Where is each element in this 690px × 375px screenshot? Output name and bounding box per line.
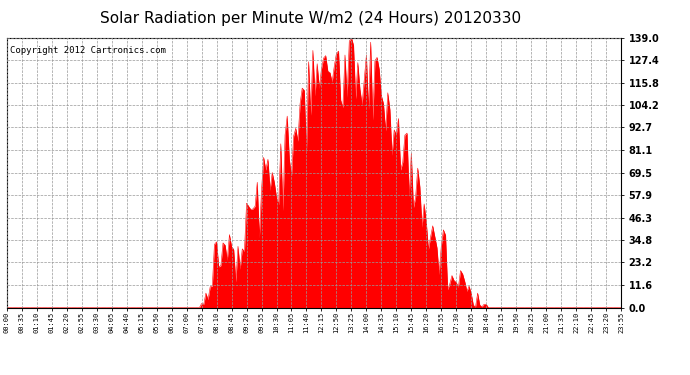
- Text: Solar Radiation per Minute W/m2 (24 Hours) 20120330: Solar Radiation per Minute W/m2 (24 Hour…: [100, 11, 521, 26]
- Text: Copyright 2012 Cartronics.com: Copyright 2012 Cartronics.com: [10, 46, 166, 55]
